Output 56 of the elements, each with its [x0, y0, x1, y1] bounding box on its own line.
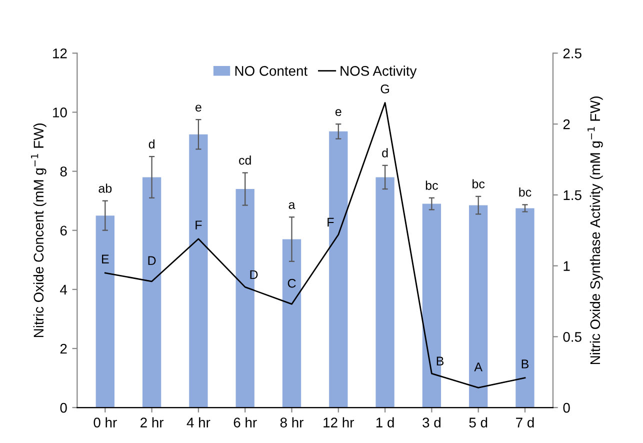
data-label: ab [98, 184, 112, 193]
bar [469, 205, 488, 408]
legend-label: NOS Activity [340, 66, 417, 79]
x-tick-label: 5 d [469, 417, 488, 428]
data-label: bc [472, 179, 485, 188]
y-tick-label: 4 [60, 284, 68, 294]
y2-axis-title: Nitric Oxide Synthase Activity (mM g$^{−1}$ FW) [588, 96, 603, 364]
y2-tick-label: 1.5 [564, 190, 582, 200]
data-label: C [288, 278, 296, 288]
y-tick-label: 8 [60, 166, 67, 176]
y2-tick-label: 1 [564, 261, 570, 271]
data-label: cd [239, 156, 251, 165]
y-tick-label: 0 [60, 402, 67, 413]
data-label: B [436, 356, 444, 366]
data-label: G [380, 84, 389, 94]
y2-tick-label: 0 [563, 402, 570, 413]
data-label: d [382, 148, 388, 158]
bar [376, 177, 394, 408]
bar [422, 204, 442, 408]
y2-tick-label: 0.5 [563, 332, 582, 342]
data-label: B [522, 360, 528, 368]
data-label: a [288, 202, 296, 210]
data-label: d [148, 139, 154, 148]
y-axis-title: Nitric Oxide Concent (mM g$^{−1}$ FW) [31, 124, 46, 337]
bar [142, 177, 162, 408]
bar [96, 216, 114, 408]
y-tick-label: 10 [53, 108, 67, 118]
y2-tick-label: 2 [563, 119, 570, 130]
data-label: E [102, 254, 109, 264]
bar [516, 208, 534, 408]
data-label: e [196, 104, 202, 112]
bar [189, 134, 208, 408]
data-label: bc [519, 187, 532, 197]
data-label: A [474, 362, 482, 372]
bar [282, 239, 302, 408]
data-label: F [328, 218, 334, 226]
data-label: bc [426, 180, 438, 190]
x-tick-label: 4 hr [186, 417, 210, 428]
x-tick-label: 8 hr [280, 417, 304, 428]
data-label: F [196, 220, 202, 230]
y2-tick-label: 2.5 [563, 48, 582, 58]
x-tick-label: 6 hr [234, 417, 257, 428]
data-label: D [148, 256, 156, 265]
x-tick-label: 7 d [516, 417, 534, 428]
bar [329, 131, 348, 408]
x-tick-label: 1 d [376, 417, 394, 428]
data-label: D [250, 270, 258, 279]
y-tick-label: 2 [60, 344, 67, 354]
x-tick-label: 3 d [422, 417, 440, 428]
y-tick-label: 12 [53, 48, 67, 58]
legend-label: NO Content [235, 66, 308, 76]
y-tick-label: 6 [60, 226, 67, 236]
x-tick-label: 0 hr [94, 417, 117, 428]
data-label: e [335, 109, 342, 116]
x-tick-label: 2 hr [140, 417, 164, 428]
x-tick-label: 12 hr [324, 417, 354, 428]
